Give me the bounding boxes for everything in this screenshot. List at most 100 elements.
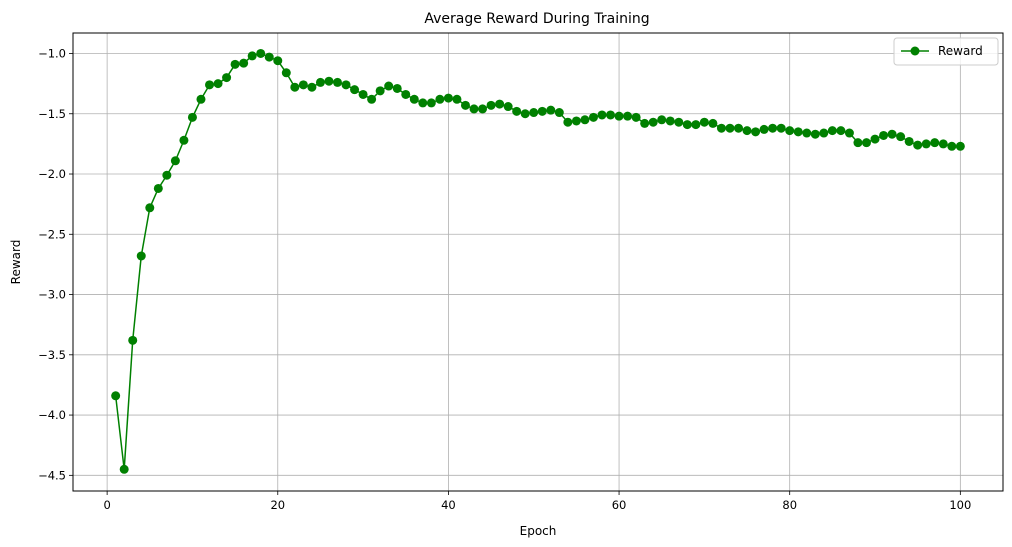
y-tick-label: −1.0	[38, 46, 66, 60]
data-point	[896, 132, 906, 142]
chart-title: Average Reward During Training	[424, 11, 649, 27]
data-point	[401, 89, 411, 99]
data-point	[580, 115, 590, 125]
data-point	[153, 183, 163, 193]
plot-area-frame	[72, 32, 1004, 492]
data-point	[358, 89, 368, 99]
data-point	[486, 100, 496, 110]
data-point	[324, 76, 334, 86]
data-point	[853, 138, 863, 148]
data-point	[478, 104, 488, 114]
data-point	[239, 58, 249, 68]
y-tick-label: −2.5	[38, 227, 66, 241]
data-point	[426, 98, 436, 108]
data-point	[563, 117, 573, 127]
data-point	[648, 117, 658, 127]
y-tick-label: −3.0	[38, 288, 66, 302]
data-point	[290, 82, 300, 92]
data-point	[409, 94, 419, 104]
data-point	[665, 116, 675, 126]
data-point	[861, 138, 871, 148]
data-point	[367, 94, 377, 104]
data-point	[930, 138, 940, 148]
data-point	[887, 129, 897, 139]
data-point	[469, 104, 479, 114]
data-point	[452, 94, 462, 104]
x-tick-label: 80	[782, 498, 797, 512]
data-point	[247, 51, 257, 61]
data-point	[674, 117, 684, 127]
data-point	[162, 170, 172, 180]
data-point	[879, 130, 889, 140]
data-point	[606, 110, 616, 120]
x-tick-label: 60	[612, 498, 627, 512]
data-point	[708, 118, 718, 128]
data-point	[921, 139, 931, 149]
data-point	[375, 86, 385, 96]
data-point	[827, 126, 837, 136]
data-point	[529, 108, 539, 118]
y-axis-ticks: −1.0 −1.5 −2.0 −2.5 −3.0 −3.5 −4.0 −4.5	[38, 46, 73, 482]
data-point	[588, 112, 598, 122]
y-tick-label: −4.0	[38, 408, 66, 422]
data-point	[836, 126, 846, 136]
data-point	[119, 464, 129, 474]
data-point	[503, 102, 513, 112]
data-point	[623, 111, 633, 121]
data-point	[332, 77, 342, 87]
data-point	[742, 126, 752, 136]
data-point	[350, 85, 360, 95]
x-tick-label: 0	[103, 498, 110, 512]
data-point	[230, 59, 240, 69]
x-tick-label: 40	[441, 498, 456, 512]
data-point	[205, 80, 215, 90]
data-point	[546, 105, 556, 115]
data-point	[384, 81, 394, 91]
legend: Reward	[893, 37, 999, 66]
data-point	[751, 127, 761, 137]
data-point	[682, 120, 692, 130]
data-point	[785, 126, 795, 136]
data-point	[418, 98, 428, 108]
y-tick-label: −1.5	[38, 107, 66, 121]
x-axis-ticks: 0 20 40 60 80 100	[103, 491, 971, 512]
series-markers	[111, 48, 965, 474]
data-point	[597, 110, 607, 120]
data-point	[938, 139, 948, 149]
data-point	[213, 79, 223, 89]
data-point	[870, 134, 880, 144]
y-tick-label: −4.5	[38, 468, 66, 482]
data-point	[136, 251, 146, 261]
data-point	[640, 118, 650, 128]
data-point	[904, 136, 914, 146]
data-point	[443, 93, 453, 103]
y-tick-label: −2.0	[38, 167, 66, 181]
data-point	[298, 80, 308, 90]
data-point	[759, 124, 769, 134]
data-point	[614, 111, 624, 121]
data-point	[264, 52, 274, 62]
data-point	[179, 135, 189, 145]
data-point	[111, 391, 121, 401]
data-point	[631, 112, 641, 122]
data-point	[341, 80, 351, 90]
data-point	[520, 109, 530, 119]
data-point	[537, 106, 547, 116]
data-point	[273, 56, 283, 66]
data-point	[571, 116, 581, 126]
data-point	[691, 120, 701, 130]
data-point	[793, 127, 803, 137]
data-point	[281, 68, 291, 78]
data-point	[699, 117, 709, 127]
x-tick-label: 20	[270, 498, 285, 512]
data-point	[512, 106, 522, 116]
data-point	[392, 83, 402, 93]
data-point	[955, 141, 965, 151]
x-tick-label: 100	[949, 498, 971, 512]
data-point	[734, 123, 744, 133]
data-point	[307, 82, 317, 92]
data-point	[716, 123, 726, 133]
data-point	[495, 99, 505, 109]
data-point	[196, 94, 206, 104]
